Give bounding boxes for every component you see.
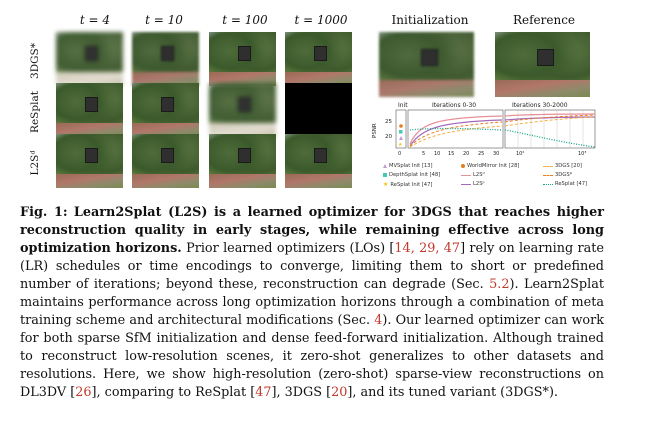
series-3dgs-right — [504, 116, 596, 127]
legend-item-resplat: ReSplat [47] — [543, 181, 587, 187]
dash-swatch-icon — [543, 174, 553, 176]
caption-text-4: ). Our learned optimizer can work for bo… — [20, 313, 604, 400]
legend-item-3dgs-star: 3DGS* — [543, 172, 572, 178]
dotted-swatch-icon — [543, 183, 553, 185]
caption-label: Fig. 1: — [20, 205, 68, 220]
square-marker-icon — [383, 173, 387, 177]
caption-text-6: ], 3DGS [ — [271, 385, 332, 400]
series-l2s-p-mid — [409, 119, 503, 147]
legend-item-depthsplat: DepthSplat Init [48] — [383, 172, 440, 178]
x-tick-10: 10 — [434, 151, 440, 157]
col-label-t4: t = 4 — [79, 13, 111, 27]
caption-text-5: ], comparing to ReSplat [ — [91, 385, 256, 400]
y-axis-label: PSNR — [372, 123, 378, 138]
series-resplat-mid — [409, 127, 503, 131]
line-swatch-icon — [461, 183, 471, 185]
image-3dgs-t100 — [209, 32, 276, 86]
image-resplat-t100 — [209, 83, 276, 137]
figure-caption: Fig. 1: Learn2Splat (L2S) is a learned o… — [20, 204, 604, 402]
marker-depthsplat-init — [399, 130, 403, 134]
x-tick-5: 5 — [422, 151, 425, 157]
legend-item-3dgs: 3DGS [20] — [543, 163, 582, 169]
x-tick-20: 20 — [463, 151, 469, 157]
legend-label-l2s-p: L2Sᵖ — [473, 181, 485, 187]
panel-title-mid: Iterations 0-30 — [432, 102, 476, 109]
marker-resplat-init: ★ — [398, 142, 403, 148]
x-tick-1e3: 10³ — [578, 151, 586, 157]
image-l2s-t4 — [56, 134, 123, 188]
col-label-reference: Reference — [512, 13, 576, 27]
series-3dgs-star-right — [504, 114, 596, 123]
legend-label-resplat: ReSplat [47] — [555, 181, 588, 187]
legend-label-3dgs-star: 3DGS* — [555, 172, 573, 178]
section-link[interactable]: 4 — [374, 313, 383, 328]
marker-worldmirror-init — [399, 124, 403, 128]
series-resplat-right — [504, 129, 596, 148]
series-3dgs-mid — [409, 125, 503, 148]
image-l2s-t100 — [209, 134, 276, 188]
row-label-l2s: L2Sᵈ — [29, 150, 41, 176]
x-tick-1e2: 10² — [516, 151, 524, 157]
legend-item-resplat-init: ★ ReSplat Init [47] — [383, 181, 432, 188]
x-tick-15: 15 — [448, 151, 454, 157]
panel-title-right: Iterations 30-2000 — [512, 102, 568, 109]
image-resplat-t10 — [132, 83, 199, 137]
x-tick-25: 25 — [478, 151, 484, 157]
image-reference — [495, 32, 590, 97]
star-marker-icon: ★ — [383, 181, 389, 188]
image-resplat-t1000 — [285, 83, 352, 137]
section-link[interactable]: 5.2 — [489, 277, 510, 292]
line-swatch-icon — [461, 174, 471, 176]
image-initialization — [379, 32, 474, 97]
caption-text-1: Prior learned optimizers (LOs) [ — [186, 241, 395, 256]
panel-title-init: Init — [398, 102, 408, 109]
chart-legend: MVSplat Init [13] DepthSplat Init [48] ★… — [383, 163, 613, 191]
legend-item-l2s-p: L2Sᵖ — [461, 181, 485, 187]
triangle-marker-icon — [383, 164, 387, 168]
citation-link[interactable]: 47 — [255, 385, 272, 400]
image-l2s-t1000 — [285, 134, 352, 188]
citation-link[interactable]: 14, 29, 47 — [394, 241, 461, 256]
legend-label-worldmirror: WorldMirror Init [28] — [467, 163, 520, 169]
image-resplat-t4 — [56, 83, 123, 137]
image-3dgs-t10 — [132, 32, 199, 86]
citation-link[interactable]: 26 — [75, 385, 92, 400]
y-tick-25: 25 — [385, 119, 392, 125]
panel-frame-init — [395, 109, 407, 149]
legend-item-l2s-d: L2Sᵈ — [461, 172, 485, 178]
legend-label-l2s-d: L2Sᵈ — [473, 172, 485, 178]
legend-label-depthsplat: DepthSplat Init [48] — [389, 172, 441, 178]
caption-text-2: ] rely on learning rate (LR) schedules o… — [20, 241, 604, 292]
dash-swatch-icon — [543, 165, 553, 167]
col-label-t1000: t = 1000 — [294, 13, 348, 27]
legend-item-worldmirror: WorldMirror Init [28] — [461, 163, 519, 169]
panel-frame-right — [504, 109, 596, 149]
col-label-t10: t = 10 — [145, 13, 183, 27]
image-l2s-t10 — [132, 134, 199, 188]
legend-label-mvsplat: MVSplat Init [13] — [389, 163, 433, 169]
legend-label-resplat-init: ReSplat Init [47] — [390, 181, 433, 188]
x-tick-0: 0 — [398, 151, 401, 157]
dot-marker-icon — [461, 164, 465, 168]
marker-mvsplat-init — [399, 136, 403, 140]
caption-text-7: ], and its tuned variant (3DGS*). — [347, 385, 559, 400]
x-tick-30: 30 — [493, 151, 499, 157]
y-tick-20: 20 — [385, 134, 392, 140]
citation-link[interactable]: 20 — [331, 385, 348, 400]
caption-bold-text: Learn2Splat (L2S) is a learned optimizer… — [20, 205, 604, 256]
image-3dgs-t1000 — [285, 32, 352, 86]
series-l2s-d-right — [504, 113, 596, 117]
caption-text-3: ). Learn2Splat maintains performance acr… — [20, 277, 604, 328]
image-3dgs-t4 — [56, 32, 123, 86]
col-label-t100: t = 100 — [222, 13, 268, 27]
col-label-initialization: Initialization — [391, 13, 469, 27]
psnr-chart: Init Iterations 0-30 Iterations 30-2000 … — [368, 100, 610, 160]
legend-label-3dgs: 3DGS [20] — [555, 163, 582, 169]
series-l2s-d-mid — [409, 115, 503, 145]
series-3dgs-star-mid — [409, 121, 503, 147]
legend-item-mvsplat: MVSplat Init [13] — [383, 163, 433, 169]
